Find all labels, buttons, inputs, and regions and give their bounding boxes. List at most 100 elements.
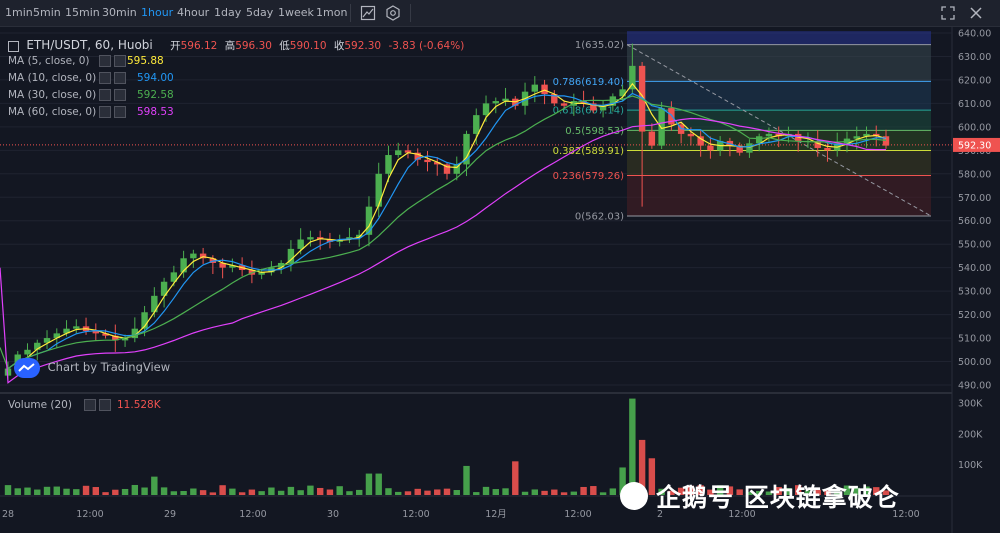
- timeframe-1min[interactable]: 1min: [5, 6, 33, 19]
- ma60-remove-icon[interactable]: [114, 106, 126, 118]
- price-tick-label: 520.00: [958, 310, 991, 321]
- tradingview-watermark-text: Chart by TradingView: [47, 360, 171, 374]
- ma30-legend: MA (30, close, 0) 592.58: [8, 89, 174, 101]
- volume-bar: [229, 488, 236, 495]
- tradingview-watermark[interactable]: Chart by TradingView: [14, 357, 171, 378]
- time-tick-label: 12:00: [402, 509, 429, 520]
- settings-icon[interactable]: [385, 5, 401, 21]
- price-tick-label: 640.00: [958, 29, 991, 40]
- candle-body: [160, 281, 168, 296]
- candle-body: [629, 65, 636, 90]
- symbol-legend: ETH/USDT, 60, Huobi 开596.12 高596.30 低590…: [8, 38, 464, 53]
- fib-zone: [627, 110, 931, 131]
- volume-bar: [843, 485, 851, 495]
- volume-bar: [404, 491, 412, 495]
- candle-body: [414, 152, 421, 160]
- volume-bar: [580, 486, 587, 495]
- fib-zone: [627, 175, 931, 216]
- candle-body: [43, 338, 51, 343]
- collapse-legend-icon[interactable]: [8, 40, 19, 52]
- timeframe-5day[interactable]: 5day: [246, 6, 274, 19]
- candle-body: [63, 328, 70, 334]
- volume-bar: [658, 488, 665, 495]
- toolbar-divider: [350, 4, 351, 22]
- ma5-settings-icon[interactable]: [99, 55, 111, 67]
- ma30-remove-icon[interactable]: [114, 89, 126, 101]
- volume-bar: [755, 490, 763, 495]
- candle-body: [424, 159, 431, 163]
- time-tick-label: 12:00: [564, 509, 591, 520]
- volume-settings-icon[interactable]: [84, 399, 96, 411]
- volume-bar: [814, 489, 821, 495]
- ma5-remove-icon[interactable]: [114, 55, 126, 67]
- volume-bar: [297, 490, 304, 495]
- time-tick-label: 2: [657, 509, 663, 520]
- candle-body: [599, 105, 607, 111]
- ma60-line: [0, 117, 886, 384]
- volume-bar: [873, 487, 880, 495]
- low-value: 590.10: [289, 40, 327, 52]
- volume-bar: [648, 458, 656, 495]
- ma60-settings-icon[interactable]: [99, 106, 111, 118]
- timeframe-4hour[interactable]: 4hour: [177, 6, 210, 19]
- ma30-line: [0, 95, 887, 370]
- volume-tick-label: 300K: [958, 399, 983, 410]
- price-tick-label: 510.00: [958, 334, 991, 345]
- volume-bar: [365, 473, 373, 495]
- volume-bar: [151, 476, 158, 495]
- timeframe-1week[interactable]: 1week: [278, 6, 314, 19]
- volume-bar: [63, 488, 70, 495]
- volume-bar: [424, 490, 431, 495]
- volume-bar: [609, 488, 617, 495]
- volume-bar: [14, 488, 21, 495]
- timeframe-1day[interactable]: 1day: [214, 6, 242, 19]
- candle-body: [92, 331, 99, 334]
- price-chart[interactable]: 640.00630.00620.00610.00600.00590.00580.…: [0, 27, 1000, 533]
- timeframe-1hour[interactable]: 1hour: [141, 6, 174, 19]
- volume-bar: [560, 492, 568, 495]
- volume-bar: [551, 489, 558, 495]
- fib-trend-line: [626, 44, 932, 217]
- ma10-value: 594.00: [137, 72, 174, 84]
- candle-body: [443, 164, 451, 174]
- time-tick-label: 12:00: [76, 509, 103, 520]
- close-value: 592.30: [344, 40, 382, 52]
- volume-bar: [795, 485, 802, 495]
- candle-body: [434, 162, 441, 165]
- price-tick-label: 490.00: [958, 381, 991, 392]
- volume-bar: [131, 484, 139, 495]
- timeframe-15min[interactable]: 15min: [65, 6, 100, 19]
- volume-bar: [707, 489, 714, 495]
- candle-body: [385, 155, 392, 174]
- close-icon[interactable]: [968, 5, 984, 21]
- volume-bar: [785, 488, 792, 495]
- ma10-line: [7, 92, 887, 370]
- chart-type-icon[interactable]: [360, 5, 376, 21]
- volume-bar: [82, 485, 90, 495]
- volume-bar: [385, 488, 392, 495]
- candle-body: [326, 239, 334, 242]
- volume-bar: [512, 461, 519, 495]
- volume-bar: [834, 491, 841, 495]
- timeframe-30min[interactable]: 30min: [102, 6, 137, 19]
- timeframe-5min[interactable]: 5min: [33, 6, 61, 19]
- timeframe-1mon[interactable]: 1mon: [316, 6, 348, 19]
- ma10-remove-icon[interactable]: [114, 72, 126, 84]
- volume-remove-icon[interactable]: [99, 399, 111, 411]
- ma30-settings-icon[interactable]: [99, 89, 111, 101]
- fib-level-label: 0.618(607.14): [553, 106, 625, 117]
- volume-bar: [326, 489, 334, 495]
- volume-bar: [53, 486, 60, 495]
- overlay-watermark: 企鹅号 区块链拿破仑: [620, 478, 900, 514]
- fib-zone-top: [627, 31, 931, 45]
- volume-legend: Volume (20) 11.528K: [8, 399, 161, 411]
- volume-bar: [414, 488, 421, 495]
- volume-bar: [570, 491, 578, 495]
- ma10-settings-icon[interactable]: [99, 72, 111, 84]
- volume-bar: [307, 485, 314, 495]
- volume-bar: [492, 489, 499, 495]
- overlay-watermark-text: 企鹅号 区块链拿破仑: [656, 483, 900, 512]
- tradingview-logo-icon: [14, 357, 40, 378]
- volume-bar: [463, 465, 470, 495]
- fullscreen-icon[interactable]: [940, 5, 956, 21]
